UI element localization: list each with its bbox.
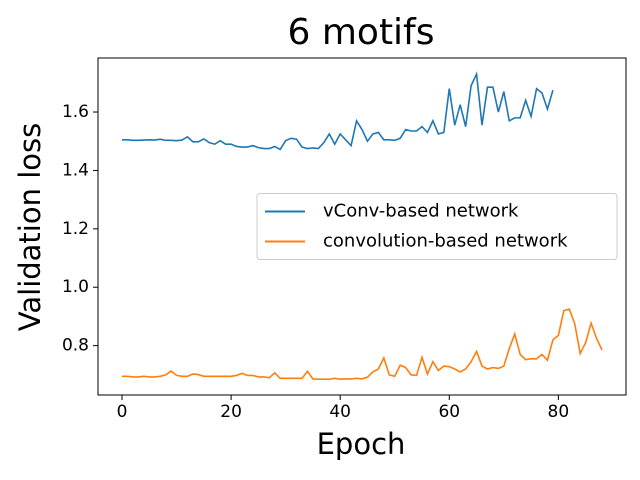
y-tick-label: 1.2	[62, 219, 89, 239]
y-axis-label: Validation loss	[13, 123, 47, 331]
y-tick-label: 1.4	[62, 160, 89, 180]
y-tick-label: 0.8	[62, 336, 89, 356]
x-axis-label: Epoch	[317, 427, 406, 461]
data-line	[122, 308, 603, 381]
legend-label: convolution-based network	[323, 231, 568, 252]
legend: vConv-based network convolution-based net…	[256, 193, 618, 260]
chart-title: 6 motifs	[288, 12, 435, 53]
plot-frame	[97, 57, 627, 396]
x-tick-label: 20	[220, 402, 242, 422]
y-tick-label: 1.0	[62, 277, 89, 297]
x-tick-label: 60	[438, 402, 460, 422]
data-line	[122, 71, 554, 151]
legend-box	[256, 193, 618, 260]
legend-label: vConv-based network	[323, 201, 519, 222]
y-tick-label: 1.6	[62, 102, 89, 122]
x-tick-label: 80	[548, 402, 570, 422]
x-tick-label: 40	[329, 402, 351, 422]
x-tick-label: 0	[117, 402, 128, 422]
